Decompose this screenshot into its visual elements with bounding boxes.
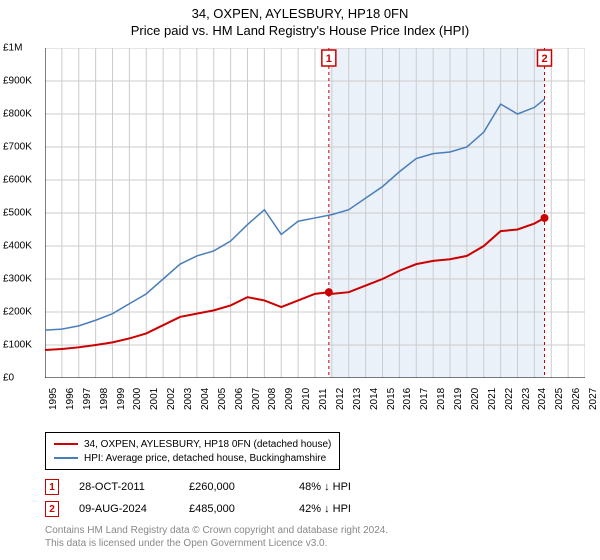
legend-swatch [54, 443, 78, 445]
y-axis-label: £100K [3, 340, 32, 351]
chart-svg: 12 [45, 48, 585, 378]
y-axis-label: £600K [3, 175, 32, 186]
x-axis-label: 1996 [65, 388, 76, 410]
x-axis-label: 1995 [48, 388, 59, 410]
x-axis-label: 2024 [537, 388, 548, 410]
legend-label: HPI: Average price, detached house, Buck… [84, 453, 326, 464]
x-axis-label: 2014 [369, 388, 380, 410]
x-axis-label: 2005 [217, 388, 228, 410]
x-axis-label: 2008 [267, 388, 278, 410]
x-axis-label: 2018 [436, 388, 447, 410]
x-axis-label: 2009 [284, 388, 295, 410]
x-axis-label: 2010 [301, 388, 312, 410]
x-axis-label: 2022 [504, 388, 515, 410]
x-axis-label: 1998 [99, 388, 110, 410]
x-axis-label: 2004 [200, 388, 211, 410]
svg-text:1: 1 [326, 53, 332, 65]
legend-label: 34, OXPEN, AYLESBURY, HP18 0FN (detached… [84, 439, 331, 450]
x-axis-label: 2023 [521, 388, 532, 410]
legend-item: 34, OXPEN, AYLESBURY, HP18 0FN (detached… [54, 437, 331, 451]
x-axis-label: 1999 [116, 388, 127, 410]
x-axis-label: 2003 [183, 388, 194, 410]
x-axis-label: 2001 [149, 388, 160, 410]
y-axis-label: £800K [3, 109, 32, 120]
x-axis-label: 2017 [419, 388, 430, 410]
legend-item: HPI: Average price, detached house, Buck… [54, 451, 331, 465]
y-axis-label: £400K [3, 241, 32, 252]
sale-marker: 2 [45, 501, 59, 517]
x-axis-label: 2021 [487, 388, 498, 410]
y-axis-label: £200K [3, 307, 32, 318]
sale-row: 2 09-AUG-2024 £485,000 42% ↓ HPI [45, 498, 389, 520]
x-axis-label: 2025 [554, 388, 565, 410]
chart-title-1: 34, OXPEN, AYLESBURY, HP18 0FN [0, 6, 600, 21]
chart-area: 12 £0£100K£200K£300K£400K£500K£600K£700K… [45, 48, 585, 400]
y-axis-label: £700K [3, 142, 32, 153]
x-axis-label: 2026 [571, 388, 582, 410]
x-axis-label: 2002 [166, 388, 177, 410]
x-axis-label: 2006 [234, 388, 245, 410]
sale-marker: 1 [45, 479, 59, 495]
chart-title-2: Price paid vs. HM Land Registry's House … [0, 23, 600, 38]
sale-date: 09-AUG-2024 [79, 503, 169, 515]
y-axis-label: £1M [3, 43, 22, 54]
x-axis-label: 2020 [470, 388, 481, 410]
x-axis-label: 1997 [82, 388, 93, 410]
sale-price: £485,000 [189, 503, 279, 515]
sale-pct: 48% ↓ HPI [299, 481, 389, 493]
y-axis-label: £500K [3, 208, 32, 219]
x-axis-label: 2015 [386, 388, 397, 410]
footer-line-2: This data is licensed under the Open Gov… [45, 537, 388, 550]
x-axis-label: 2016 [402, 388, 413, 410]
x-axis-label: 2013 [352, 388, 363, 410]
y-axis-label: £900K [3, 76, 32, 87]
svg-text:2: 2 [541, 53, 547, 65]
y-axis-label: £300K [3, 274, 32, 285]
footer-line-1: Contains HM Land Registry data © Crown c… [45, 524, 388, 537]
sales-table: 1 28-OCT-2011 £260,000 48% ↓ HPI 2 09-AUG-202… [45, 476, 389, 520]
sale-price: £260,000 [189, 481, 279, 493]
sale-date: 28-OCT-2011 [79, 481, 169, 493]
sale-pct: 42% ↓ HPI [299, 503, 389, 515]
x-axis-label: 2027 [588, 388, 599, 410]
x-axis-label: 2007 [251, 388, 262, 410]
x-axis-label: 2012 [335, 388, 346, 410]
legend: 34, OXPEN, AYLESBURY, HP18 0FN (detached… [45, 432, 340, 470]
y-axis-label: £0 [3, 373, 14, 384]
x-axis-label: 2011 [318, 388, 329, 410]
x-axis-label: 2000 [132, 388, 143, 410]
sale-row: 1 28-OCT-2011 £260,000 48% ↓ HPI [45, 476, 389, 498]
legend-swatch [54, 457, 78, 459]
footer: Contains HM Land Registry data © Crown c… [45, 524, 388, 550]
x-axis-label: 2019 [453, 388, 464, 410]
